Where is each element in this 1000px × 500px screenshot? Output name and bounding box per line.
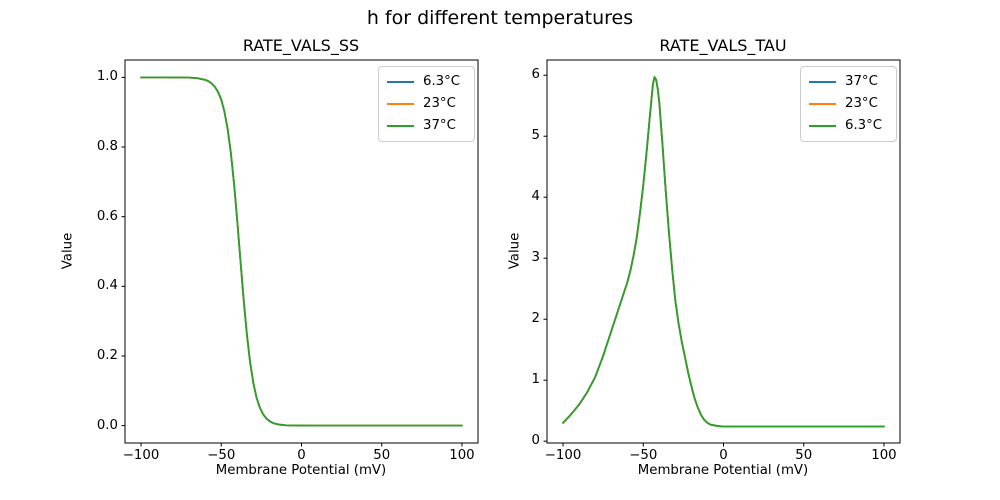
series-line-37°C xyxy=(140,76,463,427)
legend-line-swatch xyxy=(809,103,836,105)
legend-label: 23°C xyxy=(423,96,456,111)
left-plot-title: RATE_VALS_SS xyxy=(242,36,360,55)
y-tick-label: 1 xyxy=(531,372,540,388)
x-tick-label: 0 xyxy=(297,448,306,463)
y-tick-label: 0.4 xyxy=(96,278,118,294)
x-tick-label: −50 xyxy=(629,448,658,463)
legend-line-swatch xyxy=(809,81,836,83)
legend-entry-23°C: 23°C xyxy=(387,95,465,113)
right-plot-title: RATE_VALS_TAU xyxy=(659,36,787,55)
legend-label: 23°C xyxy=(845,96,878,111)
x-tick-label: −100 xyxy=(544,448,582,463)
legend-entry-6.3°C: 6.3°C xyxy=(387,73,465,91)
y-tick-label: 0.0 xyxy=(96,417,118,433)
y-tick-label: 3 xyxy=(531,250,540,266)
legend-line-swatch xyxy=(809,125,836,127)
y-tick-label: 5 xyxy=(531,128,540,144)
axes-spines xyxy=(546,59,901,444)
series-line-6.3°C xyxy=(562,76,885,428)
left-x-axis-label: Membrane Potential (mV) xyxy=(215,463,387,478)
left-y-axis-label: Value xyxy=(60,232,76,270)
legend-label: 37°C xyxy=(423,118,456,133)
x-tick-label: 0 xyxy=(719,448,728,463)
x-tick-label: 50 xyxy=(795,448,813,463)
legend-label: 37°C xyxy=(845,74,878,89)
figure-suptitle: h for different temperatures xyxy=(366,7,634,29)
y-tick-label: 2 xyxy=(531,311,540,327)
legend-line-swatch xyxy=(387,125,414,127)
right-x-axis-label: Membrane Potential (mV) xyxy=(637,463,809,478)
x-tick-label: 100 xyxy=(871,448,897,463)
x-tick-label: 100 xyxy=(449,448,475,463)
x-tick-label: 50 xyxy=(373,448,391,463)
y-tick-label: 0 xyxy=(531,433,540,449)
y-tick-label: 0.2 xyxy=(96,347,118,363)
axes-spines xyxy=(124,59,479,444)
legend-entry-37°C: 37°C xyxy=(387,117,465,135)
y-tick-label: 0.6 xyxy=(96,208,118,224)
legend-entry-23°C: 23°C xyxy=(809,95,887,113)
left-legend: 6.3°C 23°C 37°C xyxy=(378,66,475,142)
y-tick-label: 6 xyxy=(531,67,540,83)
y-tick-label: 4 xyxy=(531,189,540,205)
x-tick-label: −100 xyxy=(122,448,160,463)
legend-label: 6.3°C xyxy=(423,74,461,89)
legend-entry-37°C: 37°C xyxy=(809,73,887,91)
x-tick-label: −50 xyxy=(207,448,236,463)
legend-line-swatch xyxy=(387,103,414,105)
legend-label: 6.3°C xyxy=(845,118,883,133)
y-tick-label: 0.8 xyxy=(96,139,118,155)
legend-entry-6.3°C: 6.3°C xyxy=(809,117,887,135)
y-tick-label: 1.0 xyxy=(96,69,118,85)
right-legend: 37°C 23°C 6.3°C xyxy=(800,66,897,142)
legend-line-swatch xyxy=(387,81,414,83)
